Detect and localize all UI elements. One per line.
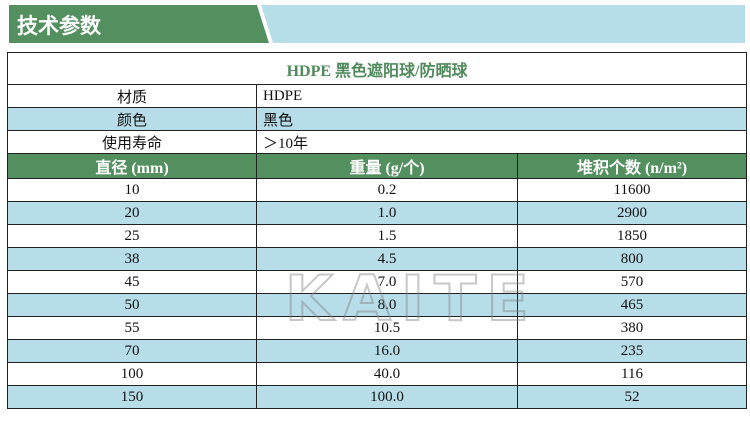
spec-table: HDPE 黑色遮阳球/防晒球 材质 HDPE 颜色 黑色 使用寿命 ＞10年 直径 (mm… xyxy=(6,52,748,409)
table-cell: 800 xyxy=(516,247,748,271)
table-cell: 11600 xyxy=(516,178,748,202)
section-title: 技术参数 xyxy=(17,14,101,38)
table-cell: 25 xyxy=(7,224,257,248)
table-cell: 1850 xyxy=(516,224,748,248)
table-row: 10 0.2 11600 xyxy=(7,178,748,202)
table-cell: 1.0 xyxy=(256,201,518,225)
property-row: 使用寿命 ＞10年 xyxy=(7,130,748,154)
table-cell: 10 xyxy=(7,178,257,202)
table-cell: 45 xyxy=(7,270,257,294)
table-cell: 570 xyxy=(516,270,748,294)
table-cell: 38 xyxy=(7,247,257,271)
property-value: 黑色 xyxy=(255,107,748,131)
table-title: HDPE 黑色遮阳球/防晒球 xyxy=(6,52,748,85)
property-value: HDPE xyxy=(255,84,748,108)
table-cell: 116 xyxy=(516,362,748,386)
table-row: 100 40.0 116 xyxy=(7,362,748,386)
table-cell: 16.0 xyxy=(256,339,518,363)
section-banner: 技术参数 xyxy=(9,5,745,43)
table-row: 38 4.5 800 xyxy=(7,247,748,271)
property-label: 材质 xyxy=(7,84,257,108)
table-cell: 50 xyxy=(7,293,257,317)
table-row: 70 16.0 235 xyxy=(7,339,748,363)
table-cell: 7.0 xyxy=(256,270,518,294)
table-cell: 20 xyxy=(7,201,257,225)
header-diameter: 直径 (mm) xyxy=(7,153,257,179)
property-label: 颜色 xyxy=(7,107,257,131)
property-label: 使用寿命 xyxy=(7,130,257,154)
table-cell: 2900 xyxy=(516,201,748,225)
table-cell: 52 xyxy=(516,385,748,409)
table-cell: 40.0 xyxy=(256,362,518,386)
table-cell: 55 xyxy=(7,316,257,340)
table-cell: 235 xyxy=(516,339,748,363)
table-cell: 10.5 xyxy=(256,316,518,340)
property-row: 颜色 黑色 xyxy=(7,107,748,131)
property-row: 材质 HDPE xyxy=(7,84,748,108)
table-cell: 8.0 xyxy=(256,293,518,317)
table-row: 45 7.0 570 xyxy=(7,270,748,294)
property-value: ＞10年 xyxy=(255,130,748,154)
table-cell: 100.0 xyxy=(256,385,518,409)
header-count: 堆积个数 (n/m²) xyxy=(516,153,748,179)
table-cell: 380 xyxy=(516,316,748,340)
table-row: 20 1.0 2900 xyxy=(7,201,748,225)
table-row: 55 10.5 380 xyxy=(7,316,748,340)
header-weight: 重量 (g/个) xyxy=(256,153,518,179)
table-row: 150 100.0 52 xyxy=(7,385,748,409)
table-cell: 150 xyxy=(7,385,257,409)
table-header: 直径 (mm) 重量 (g/个) 堆积个数 (n/m²) xyxy=(7,153,748,179)
table-row: 25 1.5 1850 xyxy=(7,224,748,248)
table-cell: 465 xyxy=(516,293,748,317)
table-cell: 1.5 xyxy=(256,224,518,248)
table-cell: 4.5 xyxy=(256,247,518,271)
table-cell: 0.2 xyxy=(256,178,518,202)
table-row: 50 8.0 465 xyxy=(7,293,748,317)
table-cell: 70 xyxy=(7,339,257,363)
table-cell: 100 xyxy=(7,362,257,386)
